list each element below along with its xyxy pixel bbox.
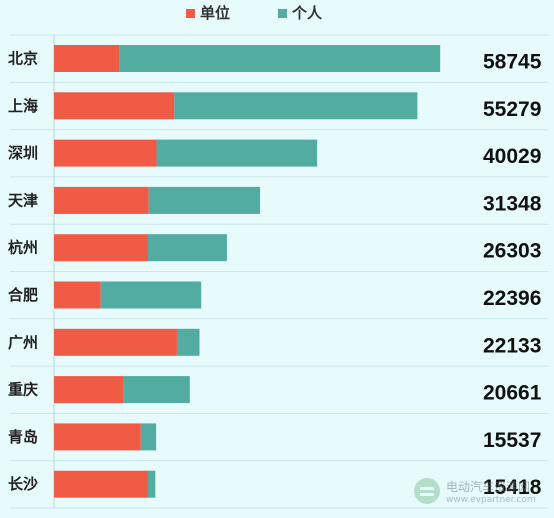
bar-personal	[174, 92, 418, 120]
bar-personal	[148, 186, 261, 214]
bar-personal	[156, 139, 318, 167]
total-label: 22396	[483, 287, 541, 310]
watermark-name: 电动汽车资源网	[446, 480, 531, 494]
category-label: 合肥	[7, 286, 38, 304]
bar-personal	[148, 470, 156, 498]
bar-personal	[140, 423, 157, 451]
total-label: 26303	[483, 240, 541, 263]
category-label: 天津	[8, 191, 38, 209]
bars	[54, 45, 441, 498]
total-label: 15418	[483, 476, 542, 499]
bar-personal	[176, 328, 200, 356]
bar-personal	[119, 45, 441, 72]
legend-swatch-2	[278, 9, 287, 18]
category-label: 长沙	[8, 475, 38, 493]
legend: 单位 个人	[186, 4, 323, 22]
category-label: 青岛	[8, 428, 38, 446]
total-label: 20661	[483, 382, 542, 405]
bar-unit	[54, 186, 149, 214]
total-label: 15537	[483, 429, 541, 452]
category-label: 杭州	[8, 239, 38, 257]
total-label: 58745	[483, 51, 542, 74]
bar-unit	[54, 423, 141, 451]
bar-unit	[54, 139, 157, 167]
bar-unit	[54, 281, 101, 309]
bar-personal	[100, 281, 202, 309]
category-label: 重庆	[8, 381, 38, 399]
category-label: 北京	[8, 50, 38, 68]
bar-unit	[54, 45, 120, 72]
total-label: 40029	[483, 145, 541, 168]
legend-label-2: 个人	[291, 4, 323, 22]
bar-unit	[54, 234, 149, 262]
category-label: 深圳	[8, 144, 38, 162]
category-label: 广州	[8, 333, 38, 351]
total-label: 55279	[483, 98, 541, 121]
total-label: 31348	[483, 192, 542, 215]
total-label: 22133	[483, 334, 541, 357]
total-labels: 58745 55279 40029 31348 26303 22396 22133 20661…	[483, 51, 542, 500]
bar-unit	[54, 376, 124, 404]
watermark-logo-icon	[414, 478, 440, 504]
category-label: 上海	[8, 97, 38, 115]
watermark: 电动汽车资源网 www.evpartner.com	[414, 476, 548, 510]
bar-personal	[148, 234, 227, 262]
bar-unit	[54, 470, 149, 498]
legend-swatch-1	[186, 9, 195, 18]
bar-unit	[54, 92, 175, 120]
bar-unit	[54, 328, 177, 356]
bar-personal	[123, 376, 190, 404]
legend-label-1: 单位	[200, 4, 230, 22]
watermark-url: www.evpartner.com	[446, 495, 536, 505]
